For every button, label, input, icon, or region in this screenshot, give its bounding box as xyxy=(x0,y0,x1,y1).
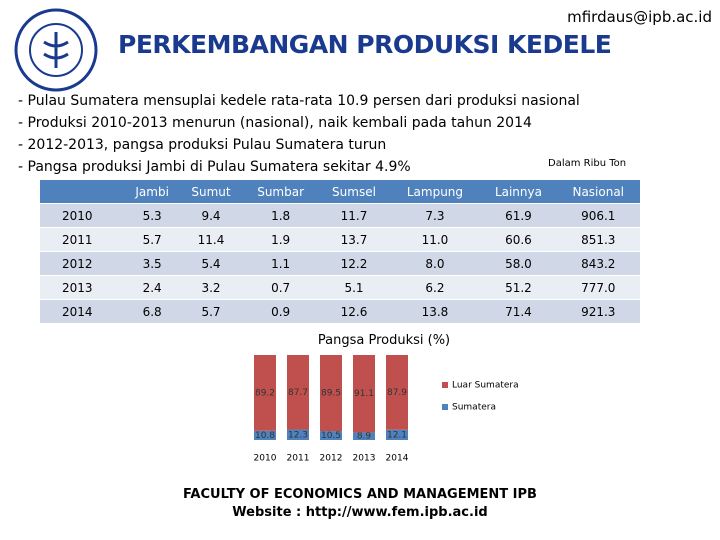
table-cell: 2.4 xyxy=(125,275,180,300)
table-cell: 843.2 xyxy=(556,251,640,276)
bar-segment xyxy=(320,431,342,440)
footer: FACULTY OF ECONOMICS AND MANAGEMENT IPB xyxy=(183,487,537,502)
table-cell: 13.8 xyxy=(389,299,481,324)
table-cell: 11.7 xyxy=(318,203,390,228)
table-row: 2010 5.3 9.4 1.8 11.7 7.3 61.9 906.1 xyxy=(40,203,640,228)
table-cell: 7.3 xyxy=(389,203,481,228)
bar-segment xyxy=(287,429,309,440)
table-cell: 5.3 xyxy=(125,203,180,228)
x-tick-label: 2010 xyxy=(254,454,277,464)
x-tick-label: 2012 xyxy=(320,454,343,464)
email: mfirdaus@ipb.ac.id xyxy=(567,8,712,26)
chart: 10.8 89.2 2010 12.3 87.7 2011 10.5 89.5 2012 8.9 9… xyxy=(254,355,519,464)
header-cell: Sumsel xyxy=(318,180,390,204)
legend-label: Luar Sumatera xyxy=(452,381,519,391)
header-cell: Sumut xyxy=(179,180,243,204)
table-cell: 0.7 xyxy=(242,275,319,300)
table-cell: 6.8 xyxy=(125,299,180,324)
table-cell: 5.7 xyxy=(125,227,180,252)
table-cell: 60.6 xyxy=(480,227,557,252)
legend-swatch xyxy=(442,404,448,410)
header-cell xyxy=(40,180,126,204)
value-label: 89.5 xyxy=(321,389,341,399)
table-row: 2011 5.7 11.4 1.9 13.7 11.0 60.6 851.3 xyxy=(40,227,640,252)
table-cell: 11.0 xyxy=(389,227,481,252)
bar-segment xyxy=(386,429,408,440)
table-cell: 3.5 xyxy=(125,251,180,276)
bullet: - Produksi 2010-2013 menurun (nasional),… xyxy=(18,115,532,131)
x-tick-label: 2014 xyxy=(386,454,409,464)
bullet: - Pangsa produksi Jambi di Pulau Sumater… xyxy=(18,159,411,175)
header-cell: Nasional xyxy=(556,180,640,204)
table-cell: 58.0 xyxy=(480,251,557,276)
header-cell: Jambi xyxy=(125,180,180,204)
table-cell: 2014 xyxy=(40,299,126,324)
table-row: 2012 3.5 5.4 1.1 12.2 8.0 58.0 843.2 xyxy=(40,251,640,276)
value-label: 12.3 xyxy=(288,430,308,440)
chart-title: Pangsa Produksi (%) xyxy=(317,333,451,348)
legend-label: Sumatera xyxy=(452,403,496,413)
table-cell: 11.4 xyxy=(179,227,243,252)
header-row: Jambi Sumut Sumbar Sumsel Lampung Lainnya Nasi… xyxy=(40,180,640,204)
table-cell: 1.8 xyxy=(242,203,319,228)
table-cell: 12.2 xyxy=(318,251,390,276)
table-cell: 851.3 xyxy=(556,227,640,252)
table-cell: 12.6 xyxy=(318,299,390,324)
table-cell: 71.4 xyxy=(480,299,557,324)
table-cell: 9.4 xyxy=(179,203,243,228)
value-label: 91.1 xyxy=(354,389,374,399)
table-cell: 777.0 xyxy=(556,275,640,300)
table-cell: 0.9 xyxy=(242,299,319,324)
bullet: - 2012-2013, pangsa produksi Pulau Sumat… xyxy=(18,137,387,153)
logo xyxy=(14,8,98,92)
header-cell: Sumbar xyxy=(242,180,319,204)
bar-segment xyxy=(353,355,375,433)
header-cell: Lampung xyxy=(389,180,481,204)
slide-title: PERKEMBANGAN PRODUKSI KEDELE xyxy=(118,30,612,59)
table-cell: 61.9 xyxy=(480,203,557,228)
value-label: 89.2 xyxy=(255,388,275,398)
table-cell: 6.2 xyxy=(389,275,481,300)
table-cell: 5.7 xyxy=(179,299,243,324)
bar-segment xyxy=(353,432,375,440)
table-row: 2014 6.8 5.7 0.9 12.6 13.8 71.4 921.3 xyxy=(40,299,640,324)
header-cell: Lainnya xyxy=(480,180,557,204)
table-cell: 2010 xyxy=(40,203,126,228)
value-label: 87.9 xyxy=(387,388,407,398)
value-label: 12.1 xyxy=(387,430,407,440)
table-cell: 1.1 xyxy=(242,251,319,276)
table-cell: 13.7 xyxy=(318,227,390,252)
table-cell: 2013 xyxy=(40,275,126,300)
table-row: 2013 2.4 3.2 0.7 5.1 6.2 51.2 777.0 xyxy=(40,275,640,300)
table-cell: 1.9 xyxy=(242,227,319,252)
table-cell: 906.1 xyxy=(556,203,640,228)
bar-segment xyxy=(386,355,408,430)
bullet: - Pulau Sumatera mensuplai kedele rata-r… xyxy=(18,93,580,109)
bar-segment xyxy=(287,355,309,430)
table-cell: 8.0 xyxy=(389,251,481,276)
table-cell: 51.2 xyxy=(480,275,557,300)
unit-note: Dalam Ribu Ton xyxy=(548,158,627,169)
bar-segment xyxy=(254,355,276,431)
value-label: 87.7 xyxy=(288,388,308,398)
footer: Website : http://www.fem.ipb.ac.id xyxy=(232,505,488,520)
bar-segment xyxy=(320,355,342,432)
table-cell: 5.4 xyxy=(179,251,243,276)
table-cell: 2011 xyxy=(40,227,126,252)
table: Jambi Sumut Sumbar Sumsel Lampung Lainnya Nasi… xyxy=(40,180,640,324)
table-cell: 2012 xyxy=(40,251,126,276)
table-cell: 921.3 xyxy=(556,299,640,324)
x-tick-label: 2011 xyxy=(287,454,310,464)
table-cell: 5.1 xyxy=(318,275,390,300)
legend-swatch xyxy=(442,382,448,388)
value-label: 10.5 xyxy=(321,431,341,441)
value-label: 8.9 xyxy=(357,432,372,442)
bar-segment xyxy=(254,430,276,440)
value-label: 10.8 xyxy=(255,431,275,441)
table-cell: 3.2 xyxy=(179,275,243,300)
x-tick-label: 2013 xyxy=(353,454,376,464)
